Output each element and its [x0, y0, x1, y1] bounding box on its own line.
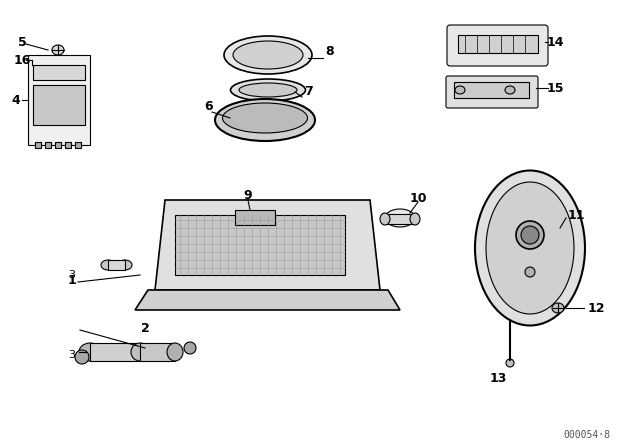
- Bar: [65, 142, 71, 148]
- Ellipse shape: [552, 303, 564, 313]
- FancyBboxPatch shape: [446, 76, 538, 108]
- Text: 7: 7: [304, 85, 313, 98]
- Text: 8: 8: [325, 45, 333, 58]
- Text: 9: 9: [244, 189, 252, 202]
- Text: 1: 1: [68, 273, 76, 287]
- Text: 3: 3: [68, 270, 76, 280]
- Bar: [140, 343, 175, 361]
- Text: 15: 15: [547, 82, 564, 95]
- Text: 3: 3: [68, 350, 76, 360]
- FancyBboxPatch shape: [447, 25, 548, 66]
- Text: 16: 16: [13, 53, 31, 66]
- Bar: [385, 214, 415, 224]
- Text: 11: 11: [568, 208, 586, 221]
- Ellipse shape: [184, 342, 196, 354]
- Ellipse shape: [486, 182, 574, 314]
- Ellipse shape: [75, 350, 89, 364]
- Text: 6: 6: [204, 100, 212, 113]
- Ellipse shape: [516, 221, 544, 249]
- Ellipse shape: [131, 343, 149, 361]
- Text: 5: 5: [18, 35, 26, 48]
- FancyBboxPatch shape: [28, 55, 90, 145]
- Bar: [454, 82, 529, 98]
- Text: 14: 14: [547, 35, 564, 48]
- Bar: [33, 85, 85, 125]
- Ellipse shape: [239, 83, 297, 97]
- Ellipse shape: [215, 99, 315, 141]
- Text: 000054·8: 000054·8: [563, 430, 610, 440]
- Bar: [35, 142, 41, 148]
- Ellipse shape: [455, 86, 465, 94]
- Ellipse shape: [223, 103, 307, 133]
- Bar: [90, 343, 140, 361]
- Ellipse shape: [525, 267, 535, 277]
- Bar: [235, 210, 275, 225]
- Ellipse shape: [233, 41, 303, 69]
- Text: 4: 4: [12, 94, 20, 107]
- Bar: [75, 142, 81, 148]
- Ellipse shape: [224, 36, 312, 74]
- Bar: [458, 35, 538, 53]
- Ellipse shape: [79, 343, 101, 361]
- Ellipse shape: [118, 260, 132, 270]
- Bar: [33, 65, 85, 80]
- Text: 2: 2: [141, 322, 149, 335]
- Ellipse shape: [506, 359, 514, 367]
- Ellipse shape: [230, 79, 305, 101]
- Ellipse shape: [380, 213, 390, 225]
- Ellipse shape: [410, 213, 420, 225]
- Bar: [175, 215, 345, 275]
- Text: 13: 13: [490, 371, 507, 384]
- Text: 10: 10: [409, 191, 427, 204]
- Ellipse shape: [52, 45, 64, 55]
- Bar: [108, 260, 125, 270]
- Ellipse shape: [167, 343, 183, 361]
- Ellipse shape: [101, 260, 115, 270]
- Ellipse shape: [475, 171, 585, 326]
- Text: 12: 12: [588, 302, 605, 314]
- Ellipse shape: [385, 209, 415, 227]
- Bar: [55, 142, 61, 148]
- Ellipse shape: [505, 86, 515, 94]
- Polygon shape: [155, 200, 380, 290]
- Bar: [45, 142, 51, 148]
- Polygon shape: [135, 290, 400, 310]
- Ellipse shape: [521, 226, 539, 244]
